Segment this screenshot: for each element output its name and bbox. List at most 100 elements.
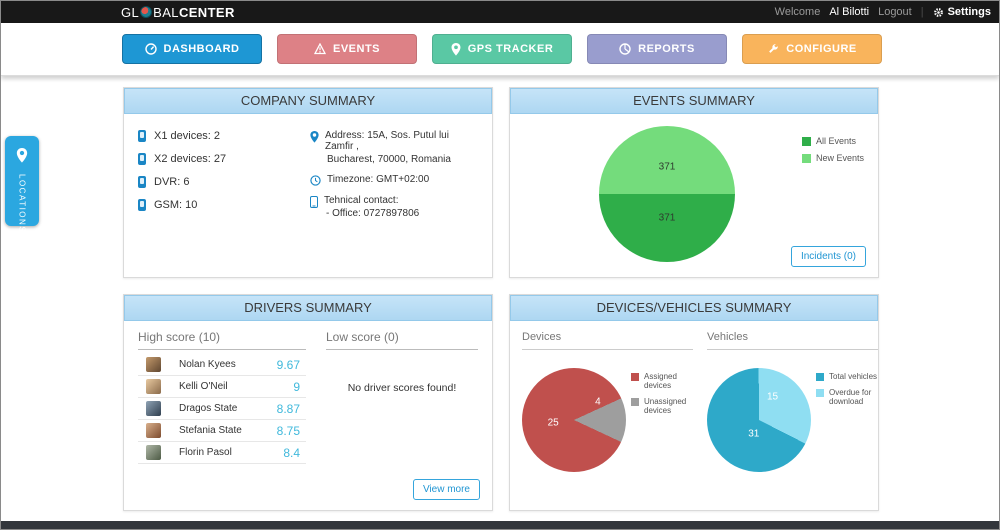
device-icon [138, 153, 146, 165]
legend-swatch-total-vehicles [816, 373, 824, 381]
legend-label: Unassigned devices [644, 397, 687, 415]
gauge-icon [144, 43, 157, 55]
legend-item: All Events [801, 136, 864, 146]
address-line2: Bucharest, 70000, Romania [327, 154, 451, 165]
driver-score: 8.4 [283, 445, 300, 460]
nav-configure-label: CONFIGURE [786, 43, 857, 55]
legend-label: Total vehicles [829, 372, 878, 381]
map-pin-icon [451, 42, 461, 56]
events-summary-title: EVENTS SUMMARY [510, 88, 878, 114]
driver-score: 8.75 [276, 423, 300, 438]
warning-triangle-icon [313, 43, 326, 55]
vehicles-legend: Total vehicles Overdue for download [816, 372, 878, 472]
nav-reports-label: REPORTS [638, 43, 695, 55]
company-contact-info: Address: 15A, Sos. Putul lui Zamfir , Bu… [310, 130, 478, 228]
nav-dashboard-label: DASHBOARD [163, 43, 240, 55]
pie-value-all-events: 371 [658, 212, 676, 224]
contact-title: Tehnical contact: [324, 195, 399, 206]
nav-events-button[interactable]: EVENTS [277, 34, 417, 64]
pie-value-assigned: 25 [547, 417, 559, 429]
globe-icon [140, 6, 153, 18]
nav-gps-tracker-button[interactable]: GPS TRACKER [432, 34, 572, 64]
logo-text-center: CENTER [178, 4, 235, 20]
timezone-text: Timezone: GMT+02:00 [327, 174, 430, 185]
company-summary-panel: COMPANY SUMMARY X1 devices: 2 X2 devices… [123, 87, 493, 278]
device-icon [138, 199, 146, 211]
bottom-bar [1, 521, 999, 529]
legend-label: Overdue for download [829, 388, 872, 406]
device-count-item: GSM: 10 [138, 199, 310, 211]
drivers-summary-panel: DRIVERS SUMMARY High score (10) Nolan Ky… [123, 294, 493, 511]
device-count-item: DVR: 6 [138, 176, 310, 188]
events-legend: All Events New Events [801, 136, 864, 170]
vehicles-section: Vehicles 15 31 Total vehicles [707, 331, 878, 472]
high-score-column: High score (10) Nolan Kyees 9.67 Kelli O… [138, 330, 306, 464]
timezone-item: Timezone: GMT+02:00 [310, 174, 478, 186]
avatar [146, 357, 161, 372]
avatar [146, 379, 161, 394]
avatar [146, 445, 161, 460]
legend-label: New Events [815, 153, 864, 163]
vehicles-pie-chart: 15 31 [707, 368, 811, 472]
driver-name: Kelli O'Neil [179, 381, 228, 392]
nav-reports-label-gps: GPS TRACKER [467, 43, 554, 55]
driver-name: Dragos State [179, 403, 238, 414]
driver-name: Nolan Kyees [179, 359, 236, 370]
avatar [146, 423, 161, 438]
devices-vehicles-title: DEVICES/VEHICLES SUMMARY [510, 295, 878, 321]
topbar: GL BAL CENTER Welcome Al Bilotti Logout |… [1, 1, 999, 23]
driver-score: 8.87 [276, 401, 300, 416]
devices-section: Devices 25 4 Assigned devices [522, 331, 693, 472]
driver-row: Florin Pasol 8.4 [138, 442, 306, 464]
logo-text-gl: GL [121, 4, 140, 20]
driver-name: Stefania State [179, 425, 242, 436]
legend-swatch-assigned [631, 373, 639, 381]
contact-office: - Office: 0727897806 [326, 208, 420, 219]
username: Al Bilotti [829, 6, 870, 18]
view-more-button[interactable]: View more [412, 479, 480, 500]
logo: GL BAL CENTER [121, 5, 235, 20]
events-pie-chart: 371 371 [599, 126, 735, 262]
driver-score: 9 [293, 379, 300, 394]
devices-header: Devices [522, 331, 693, 350]
driver-row: Dragos State 8.87 [138, 398, 306, 420]
legend-label: Assigned devices [644, 372, 677, 390]
pie-value-unassigned: 4 [595, 396, 601, 408]
low-score-header: Low score (0) [326, 330, 478, 350]
settings-button[interactable]: Settings [933, 6, 991, 18]
welcome-label: Welcome [774, 6, 821, 18]
locations-tab[interactable]: LOCATIONS [5, 136, 39, 233]
mobile-phone-icon [310, 196, 318, 208]
no-scores-message: No driver scores found! [347, 382, 457, 394]
device-count-item: X2 devices: 27 [138, 153, 310, 165]
logout-link[interactable]: Logout [878, 6, 912, 18]
legend-label: All Events [815, 136, 856, 146]
driver-score: 9.67 [276, 357, 300, 372]
address-line1: Address: 15A, Sos. Putul lui Zamfir , [325, 130, 449, 152]
nav-dashboard-button[interactable]: DASHBOARD [122, 34, 262, 64]
pie-value-overdue: 15 [766, 391, 779, 403]
topbar-right: Welcome Al Bilotti Logout | Settings [775, 6, 999, 18]
incidents-button[interactable]: Incidents (0) [790, 246, 866, 267]
low-score-column: Low score (0) No driver scores found! [326, 330, 478, 464]
driver-row: Nolan Kyees 9.67 [138, 354, 306, 376]
clock-icon [310, 175, 321, 186]
events-summary-panel: EVENTS SUMMARY All Events New Events 371… [509, 87, 879, 278]
legend-swatch-new-events [801, 154, 811, 163]
company-device-counts: X1 devices: 2 X2 devices: 27 DVR: 6 GSM:… [138, 130, 310, 228]
settings-label: Settings [947, 6, 991, 18]
pie-value-new-events: 371 [658, 161, 676, 173]
driver-row: Kelli O'Neil 9 [138, 376, 306, 398]
nav-reports-button[interactable]: REPORTS [587, 34, 727, 64]
legend-swatch-overdue [816, 389, 824, 397]
driver-name: Florin Pasol [179, 447, 232, 458]
legend-item: Assigned devices [631, 372, 693, 390]
devices-pie-chart: 25 4 [522, 368, 626, 472]
driver-row: Stefania State 8.75 [138, 420, 306, 442]
high-score-header: High score (10) [138, 330, 306, 350]
location-pin-icon [16, 148, 28, 168]
driver-rows: Nolan Kyees 9.67 Kelli O'Neil 9 Dragos S… [138, 354, 306, 464]
wrench-icon [767, 43, 779, 55]
nav-configure-button[interactable]: CONFIGURE [742, 34, 882, 64]
gear-icon [933, 7, 944, 18]
